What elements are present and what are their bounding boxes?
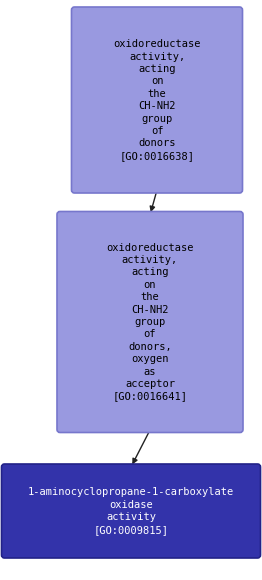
- Text: oxidoreductase
activity,
acting
on
the
CH-NH2
group
of
donors
[GO:0016638]: oxidoreductase activity, acting on the C…: [113, 39, 201, 161]
- Text: 1-aminocyclopropane-1-carboxylate
oxidase
activity
[GO:0009815]: 1-aminocyclopropane-1-carboxylate oxidas…: [28, 487, 234, 535]
- Text: oxidoreductase
activity,
acting
on
the
CH-NH2
group
of
donors,
oxygen
as
accepto: oxidoreductase activity, acting on the C…: [106, 242, 194, 401]
- FancyBboxPatch shape: [57, 212, 243, 433]
- FancyBboxPatch shape: [72, 7, 243, 193]
- FancyBboxPatch shape: [2, 464, 260, 558]
